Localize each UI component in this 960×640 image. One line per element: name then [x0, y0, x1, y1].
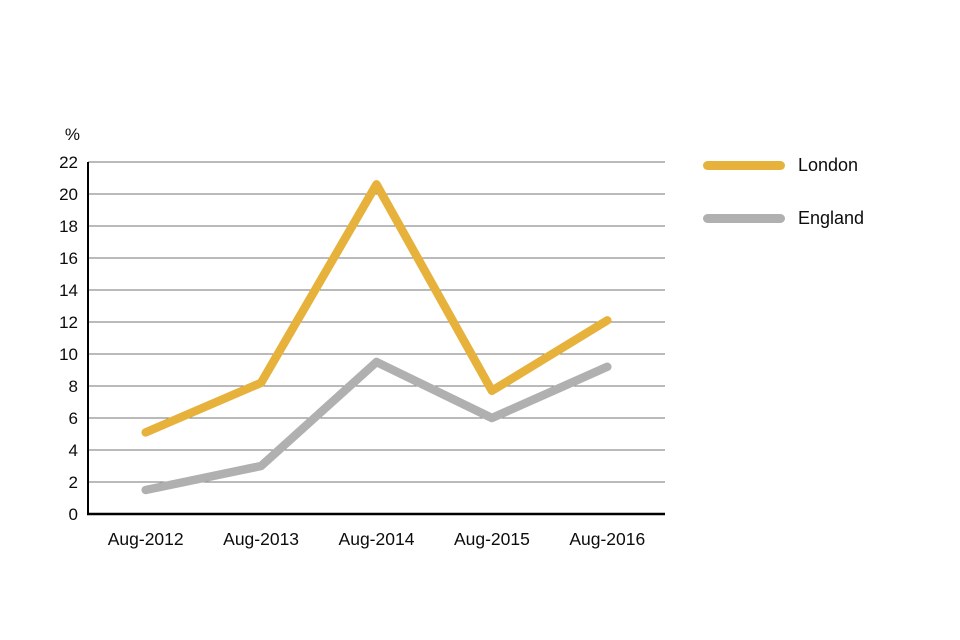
legend-item-england: England — [703, 207, 864, 229]
x-tick-label: Aug-2012 — [108, 529, 184, 549]
legend-item-london: London — [703, 154, 864, 176]
legend-line-swatch-england — [703, 213, 785, 223]
y-axis-unit-label: % — [64, 125, 80, 144]
legend-line-swatch-london — [703, 160, 785, 170]
y-tick-label: 16 — [59, 249, 78, 268]
y-tick-label: 8 — [69, 377, 78, 396]
x-tick-label: Aug-2016 — [569, 529, 645, 549]
y-tick-label: 2 — [69, 473, 78, 492]
y-tick-label: 18 — [59, 217, 78, 236]
legend-label-england: England — [798, 207, 865, 228]
series-line-england — [141, 357, 612, 495]
x-tick-label: Aug-2014 — [339, 529, 415, 549]
chart-legend: London England — [703, 154, 864, 260]
y-tick-label: 10 — [59, 345, 78, 364]
y-tick-label: 22 — [59, 153, 78, 172]
y-tick-label: 12 — [59, 313, 78, 332]
series-line-london — [141, 180, 612, 437]
y-tick-label: 20 — [59, 185, 78, 204]
y-tick-label: 4 — [69, 441, 78, 460]
y-tick-label: 14 — [59, 281, 78, 300]
x-tick-label: Aug-2015 — [454, 529, 530, 549]
x-tick-label: Aug-2013 — [223, 529, 299, 549]
y-tick-label: 6 — [69, 409, 78, 428]
legend-label-london: London — [798, 154, 859, 175]
y-tick-label: 0 — [69, 505, 78, 524]
